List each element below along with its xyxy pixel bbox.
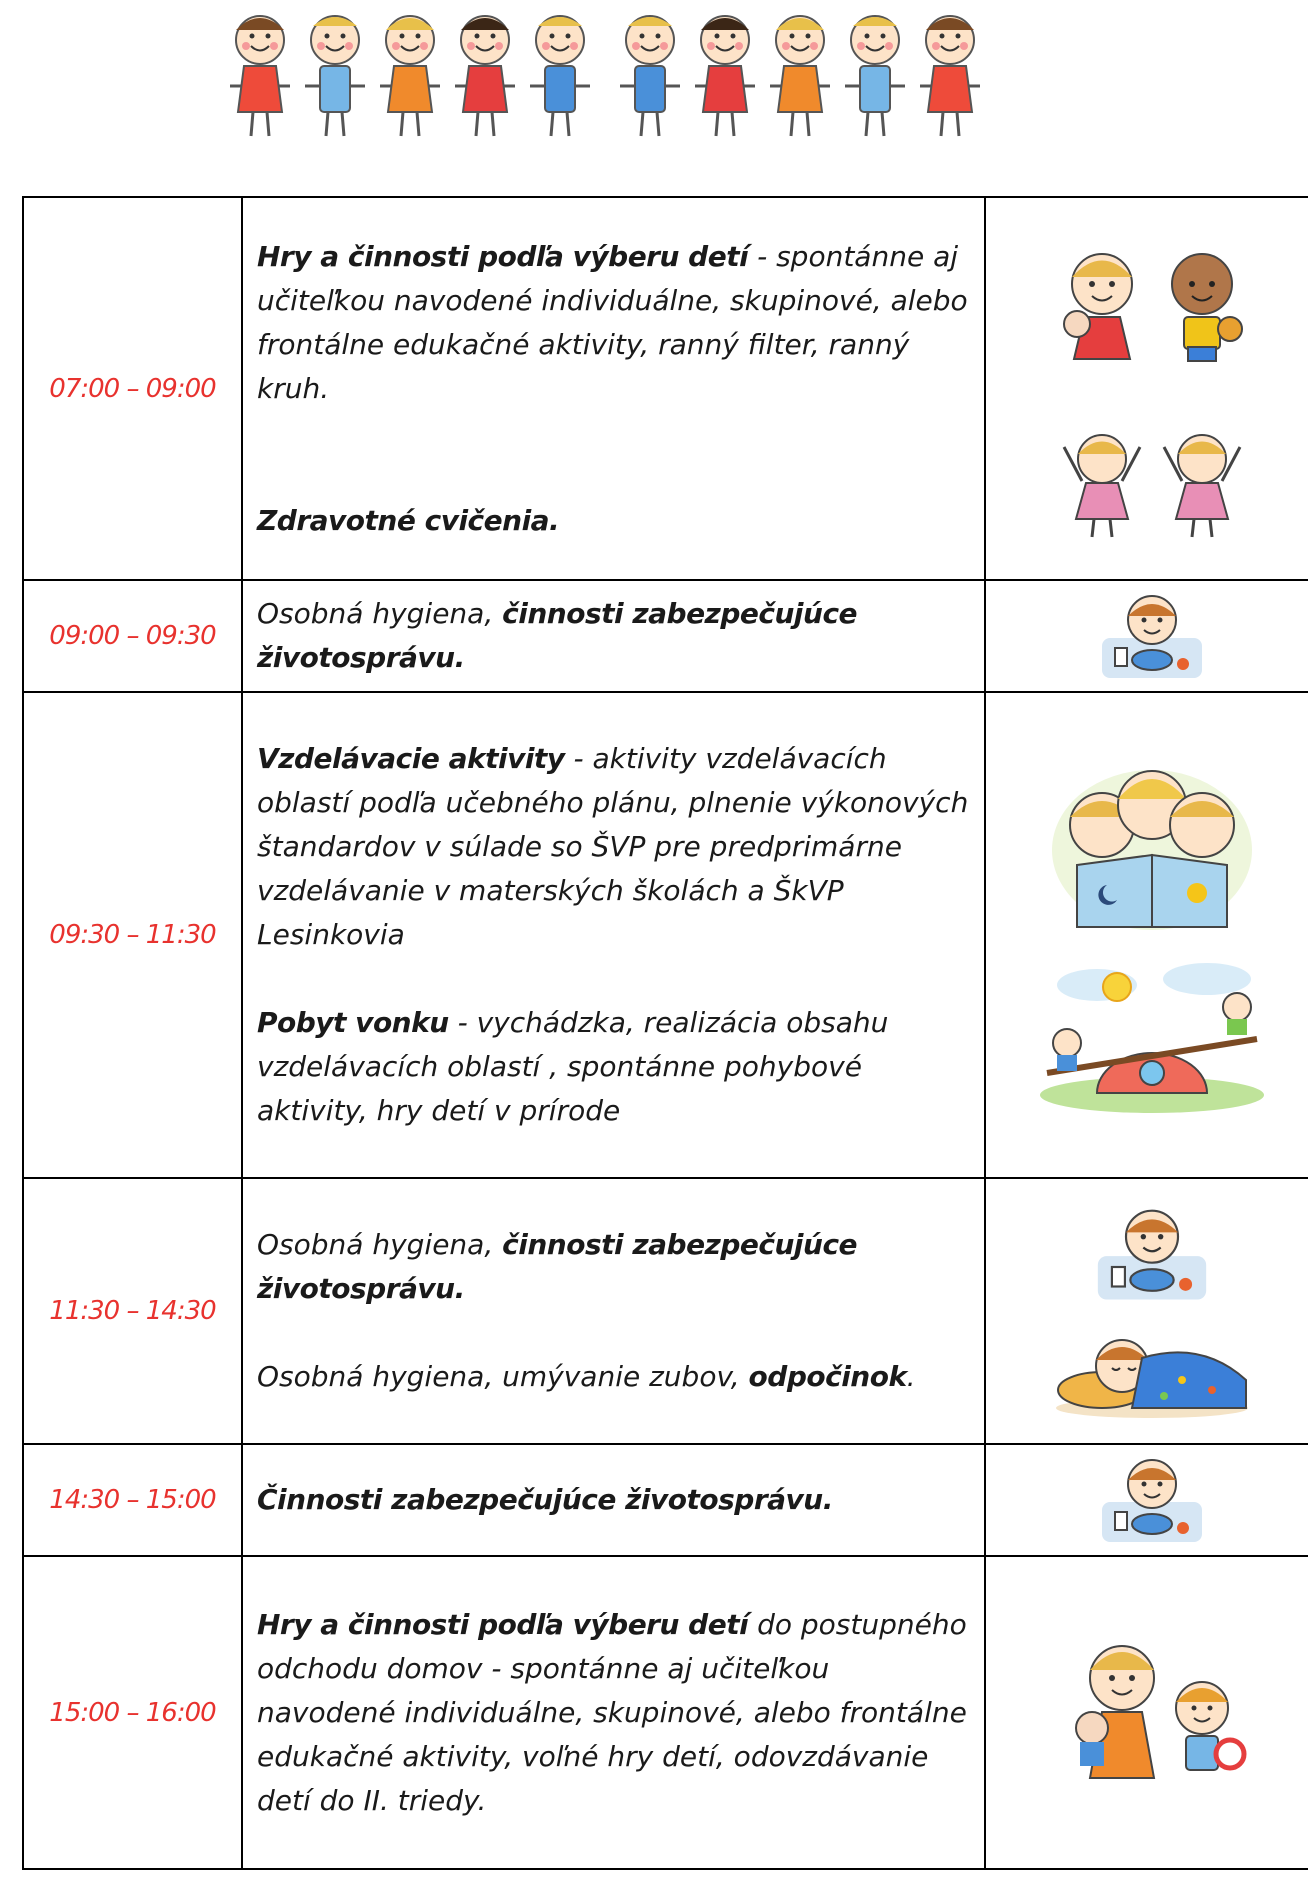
- activity-title: Činnosti zabezpečujúce životosprávu.: [257, 1483, 833, 1516]
- child-eating-illustration: [1101, 595, 1202, 678]
- activity-text: - spontánne aj učiteľkou navodené indivi…: [257, 239, 968, 405]
- activity-paragraph: Vzdelávacie aktivity - aktivity vzdeláva…: [257, 737, 972, 957]
- child-eating-illustration: [1097, 1209, 1206, 1300]
- kids-holding-hands-banner: [230, 14, 982, 138]
- activity-description: Vzdelávacie aktivity - aktivity vzdeláva…: [241, 691, 986, 1179]
- activity-text: Osobná hygiena,: [257, 597, 503, 630]
- schedule-row: 11:30 – 14:30 Osobná hygiena, činnosti z…: [22, 1177, 1308, 1445]
- kids-exercising-illustration: [1062, 433, 1241, 537]
- activity-text: - aktivity vzdelávacích oblastí podľa uč…: [257, 742, 969, 951]
- illustration-cell: [984, 1177, 1308, 1445]
- time-slot: 09:00 – 09:30: [22, 579, 243, 693]
- time-slot: 11:30 – 14:30: [22, 1177, 243, 1445]
- daily-schedule-table: 07:00 – 09:00 Hry a činnosti podľa výber…: [22, 196, 1308, 1870]
- activity-paragraph: Hry a činnosti podľa výberu detí - spont…: [257, 235, 972, 411]
- activity-text: do postupného odchodu domov - spontánne …: [257, 1607, 967, 1817]
- activity-description: Hry a činnosti podľa výberu detí do post…: [241, 1555, 986, 1870]
- illustration-cell: [984, 1555, 1308, 1870]
- activity-text: Osobná hygiena,: [257, 1228, 503, 1261]
- activity-paragraph: Osobná hygiena, činnosti zabezpečujúce ž…: [257, 592, 972, 680]
- activity-paragraph: Osobná hygiena, umývanie zubov, odpočino…: [257, 1355, 972, 1399]
- schedule-row: 09:30 – 11:30 Vzdelávacie aktivity - akt…: [22, 691, 1308, 1179]
- activity-title: Vzdelávacie aktivity: [257, 742, 565, 775]
- activity-paragraph: Hry a činnosti podľa výberu detí do post…: [257, 1603, 972, 1823]
- illustration-cell: [984, 196, 1308, 581]
- illustration-cell: [984, 1443, 1308, 1557]
- activity-title: Pobyt vonku: [257, 1006, 449, 1039]
- illustration-cell: [984, 691, 1308, 1179]
- activity-description: Osobná hygiena, činnosti zabezpečujúce ž…: [241, 579, 986, 693]
- kids-seesaw-outdoors-illustration: [1039, 963, 1264, 1113]
- kids-reading-book-illustration: [1051, 770, 1252, 930]
- activity-title: Zdravotné cvičenia.: [257, 503, 560, 537]
- activity-title: Hry a činnosti podľa výberu detí: [257, 1607, 749, 1641]
- child-eating-illustration: [1101, 1459, 1202, 1542]
- activity-paragraph: Zdravotné cvičenia.: [257, 499, 972, 543]
- activity-title: činnosti zabezpečujúce životosprávu.: [257, 1228, 858, 1305]
- activity-title: Hry a činnosti podľa výberu detí: [257, 239, 749, 273]
- activity-description: Činnosti zabezpečujúce životosprávu.: [241, 1443, 986, 1557]
- schedule-row: 07:00 – 09:00 Hry a činnosti podľa výber…: [22, 196, 1308, 581]
- activity-paragraph: Osobná hygiena, činnosti zabezpečujúce ž…: [257, 1223, 972, 1311]
- time-slot: 15:00 – 16:00: [22, 1555, 243, 1870]
- activity-description: Hry a činnosti podľa výberu detí - spont…: [241, 196, 986, 581]
- illustration-cell: [984, 579, 1308, 693]
- schedule-row: 15:00 – 16:00 Hry a činnosti podľa výber…: [22, 1555, 1308, 1870]
- activity-description: Osobná hygiena, činnosti zabezpečujúce ž…: [241, 1177, 986, 1445]
- kids-playing-illustration: [1074, 1644, 1246, 1779]
- activity-paragraph: Pobyt vonku - vychádzka, realizácia obsa…: [257, 1001, 972, 1133]
- time-slot: 07:00 – 09:00: [22, 196, 243, 581]
- schedule-row: 14:30 – 15:00 Činnosti zabezpečujúce živ…: [22, 1443, 1308, 1557]
- activity-title: odpočinok: [748, 1360, 908, 1393]
- kids-with-toys-illustration: [1062, 252, 1243, 362]
- activity-text: Osobná hygiena, umývanie zubov,: [257, 1360, 749, 1393]
- schedule-row: 09:00 – 09:30 Osobná hygiena, činnosti z…: [22, 579, 1308, 693]
- child-sleeping-illustration: [1055, 1339, 1248, 1418]
- activity-text: - vychádzka, realizácia obsahu vzdelávac…: [257, 1006, 889, 1127]
- activity-text: .: [906, 1360, 916, 1393]
- time-slot: 14:30 – 15:00: [22, 1443, 243, 1557]
- activity-paragraph: Činnosti zabezpečujúce životosprávu.: [257, 1478, 972, 1522]
- activity-title: činnosti zabezpečujúce životosprávu.: [257, 597, 858, 674]
- time-slot: 09:30 – 11:30: [22, 691, 243, 1179]
